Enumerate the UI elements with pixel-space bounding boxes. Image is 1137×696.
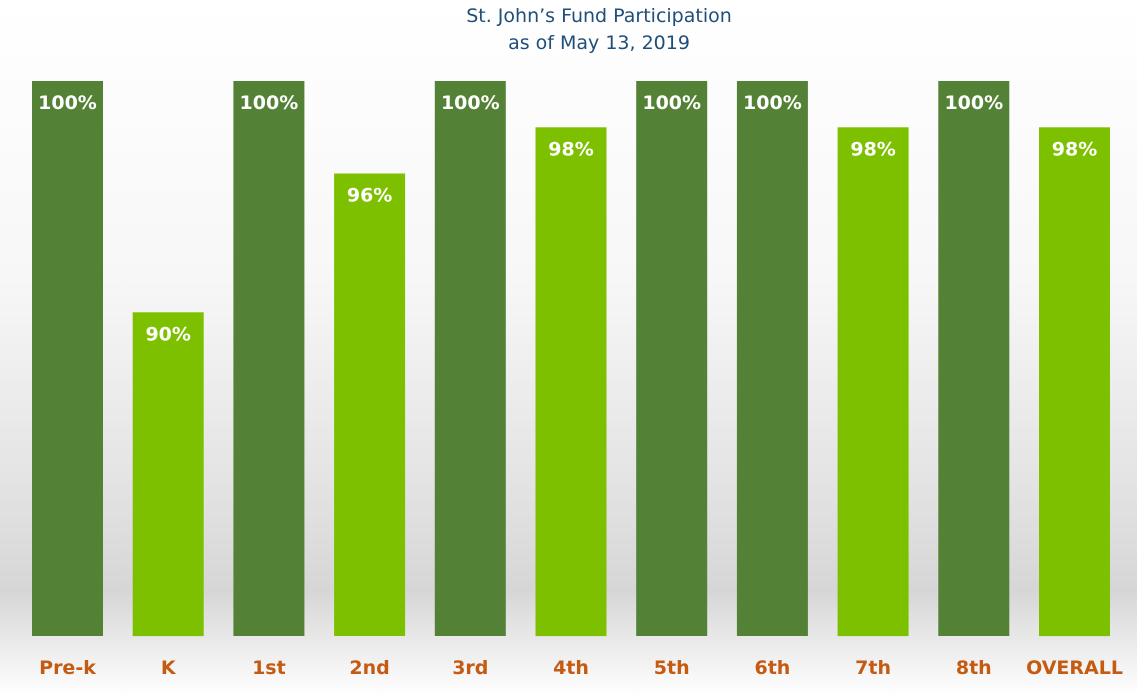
data-label-8th: 100%: [944, 92, 1003, 114]
category-label-4th: 4th: [553, 657, 589, 679]
data-label-2nd: 96%: [347, 185, 392, 207]
bar-7th: [837, 127, 909, 637]
bar-1st: [233, 81, 305, 636]
bar-3rd: [434, 81, 506, 636]
bar-k: [132, 312, 204, 637]
data-label-4th: 98%: [548, 138, 593, 160]
bar-8th: [938, 81, 1010, 636]
bars-group: [32, 81, 1110, 637]
category-label-6th: 6th: [754, 657, 790, 679]
data-label-overall: 98%: [1052, 138, 1097, 160]
bar-4th: [535, 127, 607, 637]
category-label-8th: 8th: [956, 657, 992, 679]
bar-2nd: [334, 173, 406, 636]
category-label-overall: OVERALL: [1026, 657, 1123, 679]
category-label-k: K: [161, 657, 177, 679]
bar-overall: [1039, 127, 1110, 637]
category-label-7th: 7th: [855, 657, 891, 679]
data-label-6th: 100%: [743, 92, 802, 114]
data-label-7th: 98%: [850, 138, 895, 160]
category-labels-group: Pre-k K 1st 2nd 3rd 4th 5th 6th 7th 8th OVERALL: [39, 657, 1123, 679]
category-label-3rd: 3rd: [452, 657, 488, 679]
chart-title-line-1: St. John’s Fund Participation: [466, 5, 732, 27]
category-label-1st: 1st: [252, 657, 286, 679]
category-label-5th: 5th: [654, 657, 690, 679]
bar-6th: [736, 81, 808, 636]
data-label-k: 90%: [145, 323, 190, 345]
data-labels-group: 100% 90% 100% 96% 100% 98% 100% 100% 98% 100% 98%: [38, 92, 1097, 345]
category-label-2nd: 2nd: [349, 657, 389, 679]
data-label-pre-k: 100%: [38, 92, 97, 114]
data-label-5th: 100%: [642, 92, 701, 114]
bar-pre-k: [32, 81, 103, 636]
category-label-pre-k: Pre-k: [39, 657, 96, 679]
chart-title-line-2: as of May 13, 2019: [508, 32, 690, 54]
data-label-3rd: 100%: [441, 92, 500, 114]
bar-5th: [636, 81, 708, 636]
data-label-1st: 100%: [240, 92, 299, 114]
